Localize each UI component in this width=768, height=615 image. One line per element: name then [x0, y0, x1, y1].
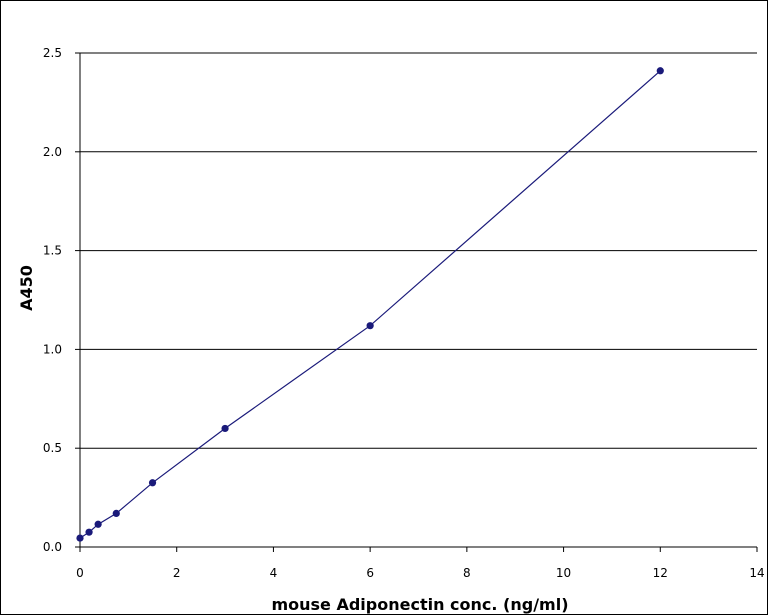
data-point [85, 528, 93, 536]
y-tick-label: 0.0 [43, 540, 62, 554]
data-point [148, 479, 157, 487]
x-tick-label: 8 [463, 566, 471, 580]
tick-labels: 0.0 0.5 1.0 1.5 2.0 2.5 0 2 4 6 8 10 12 14 [43, 46, 765, 580]
data-point [656, 67, 664, 75]
data-point [221, 424, 229, 433]
x-tick-label: 12 [653, 566, 668, 580]
data-point [112, 509, 120, 518]
x-tick-label: 0 [76, 566, 84, 580]
y-tick-label: 2.0 [43, 145, 62, 159]
y-tick-label: 0.5 [43, 441, 62, 455]
x-tick-label: 4 [270, 566, 278, 580]
x-tick-label: 10 [556, 566, 571, 580]
data-point [76, 534, 84, 542]
gridlines [80, 52, 757, 449]
x-tick-label: 6 [366, 566, 374, 580]
y-tick-label: 1.5 [43, 244, 62, 258]
y-tick-label: 1.0 [43, 342, 62, 356]
x-tick-label: 2 [173, 566, 181, 580]
x-axis-title: mouse Adiponectin conc. (ng/ml) [271, 595, 568, 614]
x-tick-label: 14 [749, 566, 764, 580]
axes [75, 52, 758, 552]
y-tick-label: 2.5 [43, 46, 62, 60]
data-point [94, 520, 102, 528]
data-points [76, 67, 664, 542]
data-point [366, 322, 374, 330]
y-axis-title: A450 [17, 265, 36, 311]
